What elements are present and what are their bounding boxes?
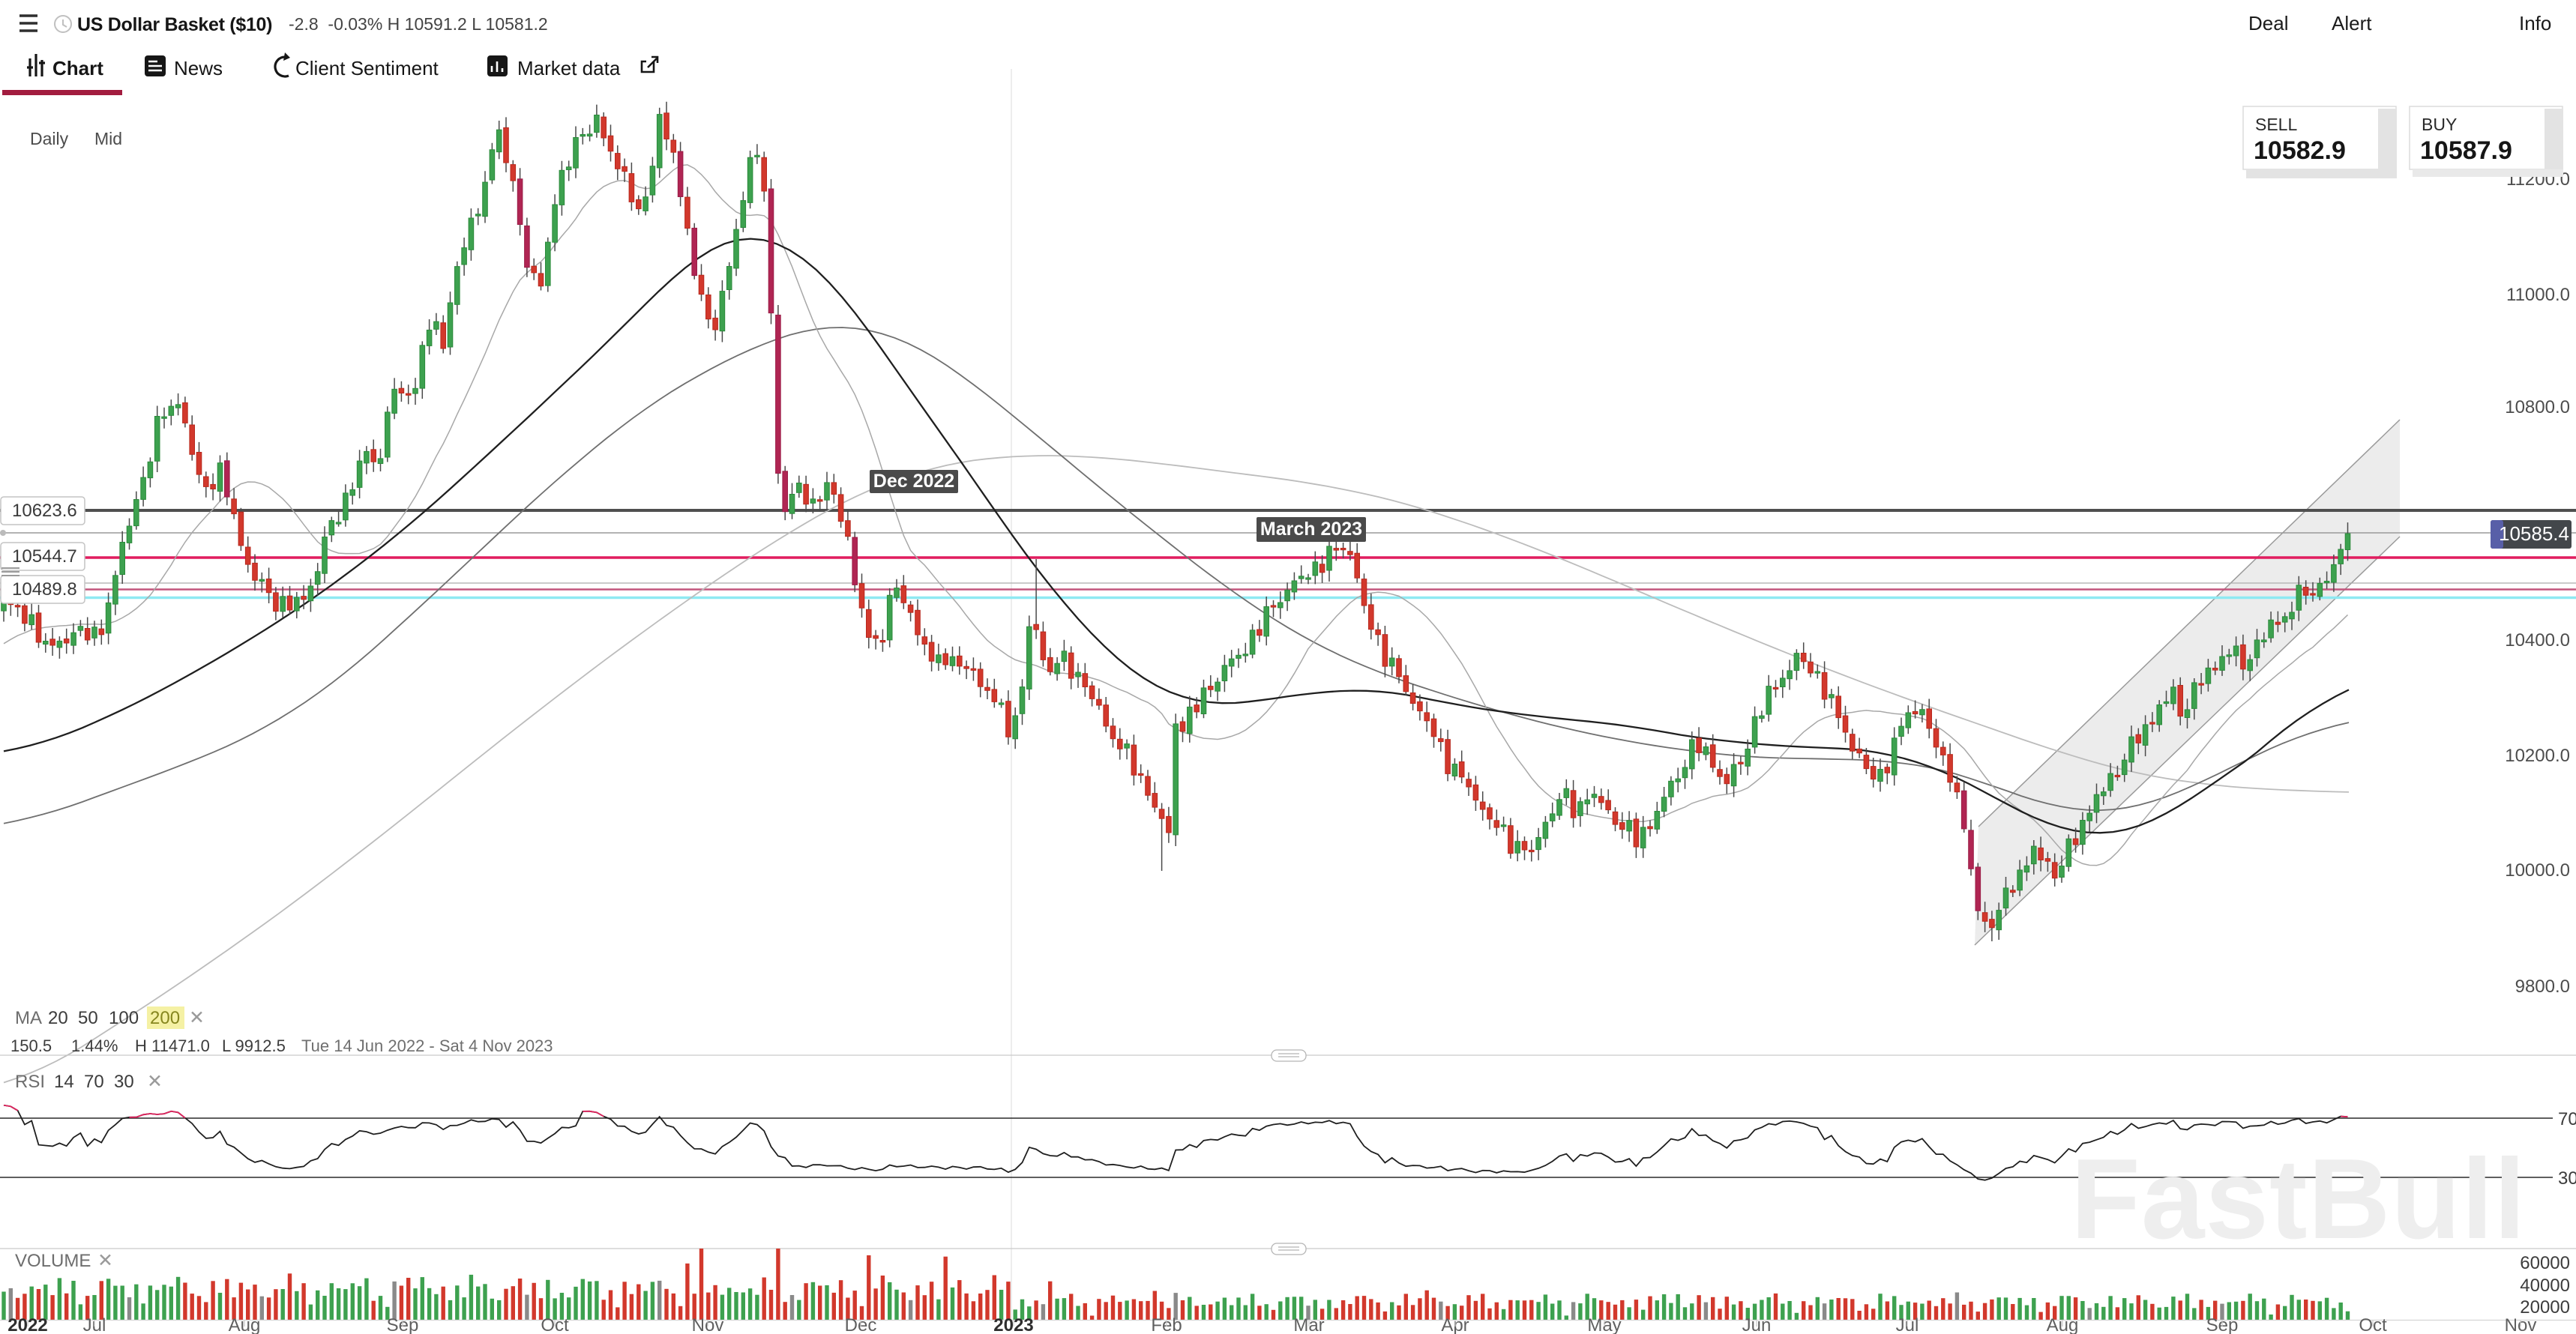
svg-text:10544.7: 10544.7 <box>12 546 77 567</box>
svg-text:10623.6: 10623.6 <box>12 501 77 521</box>
svg-text:20: 20 <box>48 1008 68 1028</box>
svg-text:✕: ✕ <box>147 1071 163 1092</box>
svg-text:BUY: BUY <box>2422 115 2457 134</box>
svg-text:70: 70 <box>2558 1109 2576 1129</box>
svg-text:100: 100 <box>109 1008 139 1028</box>
svg-text:L 9912.5: L 9912.5 <box>222 1036 286 1055</box>
svg-text:SELL: SELL <box>2255 115 2297 134</box>
svg-text:200: 200 <box>150 1008 180 1028</box>
svg-text:Mid: Mid <box>94 129 122 148</box>
svg-text:H 11471.0: H 11471.0 <box>135 1036 210 1055</box>
svg-text:Deal: Deal <box>2248 12 2288 34</box>
svg-text:20000: 20000 <box>2520 1297 2570 1318</box>
svg-text:-2.8 -0.03% H 10591.2 L 10581: -2.8 -0.03% H 10591.2 L 10581.2 <box>289 14 548 34</box>
svg-text:Daily: Daily <box>30 129 69 148</box>
svg-text:Info: Info <box>2519 12 2551 34</box>
svg-text:30: 30 <box>114 1072 134 1092</box>
svg-text:Chart: Chart <box>52 57 103 79</box>
svg-text:News: News <box>174 57 223 79</box>
svg-text:MA: MA <box>15 1008 42 1028</box>
svg-text:VOLUME: VOLUME <box>15 1251 91 1271</box>
svg-text:✕: ✕ <box>189 1007 205 1028</box>
svg-text:Alert: Alert <box>2332 12 2372 34</box>
svg-text:150.5: 150.5 <box>10 1036 52 1055</box>
svg-text:10587.9: 10587.9 <box>2420 136 2512 165</box>
svg-text:10585.4: 10585.4 <box>2499 522 2569 545</box>
svg-text:10800.0: 10800.0 <box>2505 397 2570 417</box>
svg-text:1.44%: 1.44% <box>71 1036 118 1055</box>
svg-text:RSI: RSI <box>15 1072 45 1092</box>
svg-text:10489.8: 10489.8 <box>12 579 77 600</box>
svg-text:Tue 14 Jun 2022 - Sat 4 Nov 20: Tue 14 Jun 2022 - Sat 4 Nov 2023 <box>301 1036 553 1055</box>
svg-text:US Dollar Basket ($10): US Dollar Basket ($10) <box>77 14 272 35</box>
svg-text:50: 50 <box>78 1008 98 1028</box>
svg-text:40000: 40000 <box>2520 1276 2570 1296</box>
svg-text:60000: 60000 <box>2520 1253 2570 1273</box>
svg-text:10582.9: 10582.9 <box>2254 136 2346 165</box>
svg-text:9800.0: 9800.0 <box>2515 977 2570 997</box>
svg-text:10200.0: 10200.0 <box>2505 746 2570 766</box>
svg-text:14: 14 <box>54 1072 74 1092</box>
svg-text:70: 70 <box>84 1072 104 1092</box>
svg-text:10000.0: 10000.0 <box>2505 860 2570 881</box>
svg-text:FastBull: FastBull <box>2071 1135 2527 1263</box>
svg-text:11000.0: 11000.0 <box>2506 285 2570 305</box>
svg-text:30: 30 <box>2558 1168 2576 1189</box>
svg-text:✕: ✕ <box>97 1250 113 1271</box>
svg-text:10400.0: 10400.0 <box>2505 630 2570 651</box>
svg-text:March 2023: March 2023 <box>1260 519 1362 540</box>
svg-text:Market data: Market data <box>517 57 621 79</box>
svg-text:Client Sentiment: Client Sentiment <box>295 57 439 79</box>
svg-text:Dec 2022: Dec 2022 <box>873 471 954 492</box>
